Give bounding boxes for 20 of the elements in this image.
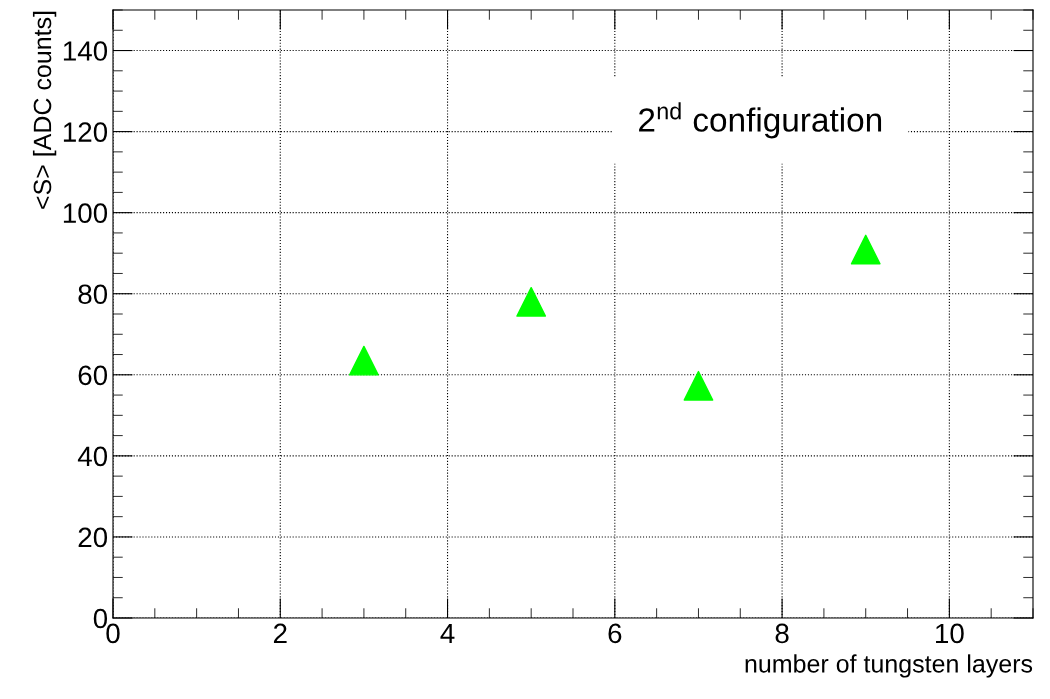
y-tick-label: 140	[63, 41, 108, 61]
y-tick-label: 120	[63, 122, 108, 142]
x-tick-label: 10	[936, 623, 964, 644]
y-tick-label: 100	[63, 203, 108, 224]
point	[348, 345, 379, 376]
point	[850, 234, 881, 265]
y-tick-label: 0	[93, 608, 108, 629]
x-tick-label: 4	[440, 623, 455, 643]
x-tick-label: 2	[273, 623, 287, 643]
x-axis-title: number of tungsten layers	[745, 654, 1033, 678]
point	[516, 286, 547, 317]
y-tick-label: 60	[78, 365, 108, 386]
y-tick-label: 20	[78, 527, 108, 548]
y-axis-title: <S> [ADC counts]	[32, 11, 57, 209]
point	[683, 370, 714, 401]
y-tick-label: 40	[77, 446, 108, 467]
y-tick-label: 80	[78, 284, 108, 305]
x-tick-label: 6	[608, 623, 622, 644]
annotation: 2$^{nd}$ configuration	[639, 102, 882, 139]
x-tick-label: 8	[775, 623, 789, 644]
